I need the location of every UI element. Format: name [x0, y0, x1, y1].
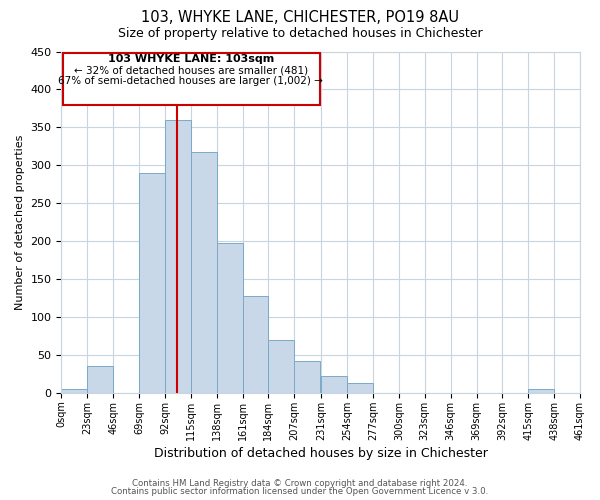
Bar: [528, 389, 554, 393]
Text: Size of property relative to detached houses in Chichester: Size of property relative to detached ho…: [118, 28, 482, 40]
Text: ← 32% of detached houses are smaller (481): ← 32% of detached houses are smaller (48…: [74, 65, 308, 75]
Bar: [294, 361, 320, 393]
X-axis label: Distribution of detached houses by size in Chichester: Distribution of detached houses by size …: [154, 447, 488, 460]
Text: Contains HM Land Registry data © Crown copyright and database right 2024.: Contains HM Land Registry data © Crown c…: [132, 478, 468, 488]
Bar: [165, 120, 191, 393]
Text: Contains public sector information licensed under the Open Government Licence v : Contains public sector information licen…: [112, 487, 488, 496]
FancyBboxPatch shape: [62, 53, 320, 104]
Bar: [321, 376, 347, 393]
Bar: [139, 173, 165, 393]
Bar: [242, 296, 268, 393]
Text: 103 WHYKE LANE: 103sqm: 103 WHYKE LANE: 103sqm: [107, 54, 274, 64]
Bar: [61, 389, 87, 393]
Text: 103, WHYKE LANE, CHICHESTER, PO19 8AU: 103, WHYKE LANE, CHICHESTER, PO19 8AU: [141, 10, 459, 25]
Bar: [347, 383, 373, 393]
Bar: [268, 340, 294, 393]
Bar: [87, 366, 113, 393]
Bar: [217, 244, 242, 393]
Text: 67% of semi-detached houses are larger (1,002) →: 67% of semi-detached houses are larger (…: [58, 76, 323, 86]
Bar: [191, 152, 217, 393]
Y-axis label: Number of detached properties: Number of detached properties: [15, 134, 25, 310]
